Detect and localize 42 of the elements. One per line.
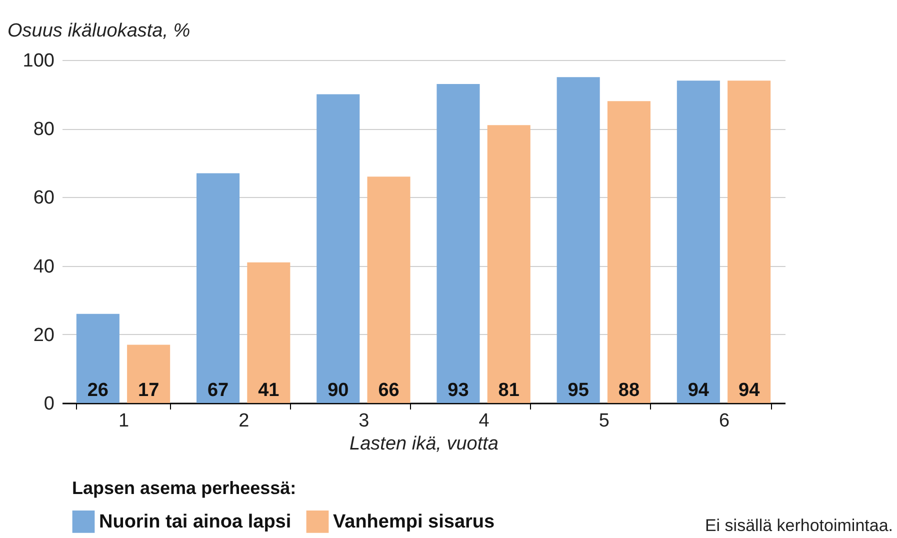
- y-tick-label: 20: [33, 324, 54, 346]
- data-label: 17: [138, 380, 160, 401]
- data-label: 81: [498, 380, 520, 401]
- bar: [316, 94, 360, 403]
- legend-label: Nuorin tai ainoa lapsi: [99, 512, 292, 533]
- bar: [127, 344, 170, 403]
- bar: [196, 173, 240, 403]
- bar: [76, 314, 120, 403]
- bar: [487, 125, 530, 403]
- legend-title: Lapsen asema perheessä:: [72, 478, 296, 498]
- y-tick-label: 60: [33, 188, 54, 209]
- data-label: 41: [258, 380, 280, 401]
- bar: [728, 80, 771, 403]
- y-tick-label: 40: [33, 256, 54, 278]
- data-label: 66: [378, 380, 400, 401]
- y-axis-title: Osuus ikäluokasta, %: [8, 20, 190, 42]
- x-tick-label: 2: [238, 410, 250, 432]
- bar: [676, 80, 720, 403]
- x-tick-label: 3: [358, 410, 370, 432]
- data-label: 93: [448, 380, 469, 401]
- x-tick-label: 1: [118, 410, 130, 432]
- bar: [247, 262, 290, 403]
- data-label: 94: [738, 380, 760, 401]
- bar: [436, 84, 480, 403]
- y-tick-label: 0: [44, 394, 54, 414]
- data-label: 67: [207, 380, 229, 401]
- data-label: 90: [328, 380, 349, 401]
- x-tick-label: 4: [478, 410, 490, 432]
- x-axis-title: Lasten ikä, vuotta: [350, 434, 498, 454]
- data-label: 88: [618, 380, 640, 401]
- data-label: 26: [87, 380, 109, 401]
- legend-label: Vanhempi sisarus: [333, 512, 495, 533]
- bar: [556, 77, 600, 403]
- y-tick-label: 80: [33, 119, 54, 140]
- bar: [607, 101, 650, 403]
- text: Ei sisällä kerhotoimintaa.: [704, 516, 893, 536]
- data-label: 95: [568, 380, 590, 401]
- bar: [367, 176, 410, 403]
- x-tick-label: 6: [718, 410, 730, 432]
- data-label: 94: [688, 380, 710, 401]
- x-tick-label: 5: [598, 410, 610, 432]
- y-tick-label: 100: [22, 50, 54, 72]
